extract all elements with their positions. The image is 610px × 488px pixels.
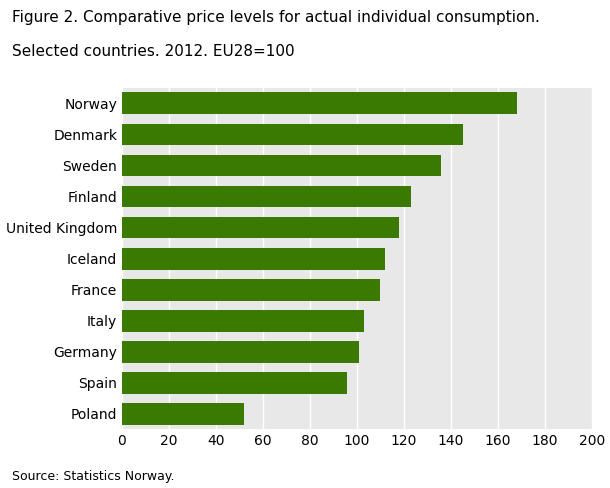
Bar [122, 123, 462, 145]
Bar [122, 185, 411, 207]
Bar [122, 341, 359, 363]
Text: Source: Statistics Norway.: Source: Statistics Norway. [12, 470, 174, 483]
Bar [122, 93, 517, 114]
Bar [122, 155, 442, 176]
Text: Figure 2. Comparative price levels for actual individual consumption.: Figure 2. Comparative price levels for a… [12, 10, 540, 25]
Bar [122, 310, 364, 332]
Text: Selected countries. 2012. EU28=100: Selected countries. 2012. EU28=100 [12, 44, 295, 59]
Bar [122, 248, 385, 269]
Bar [122, 217, 399, 239]
Bar [122, 372, 348, 394]
Bar [122, 279, 381, 301]
Bar [122, 403, 244, 425]
